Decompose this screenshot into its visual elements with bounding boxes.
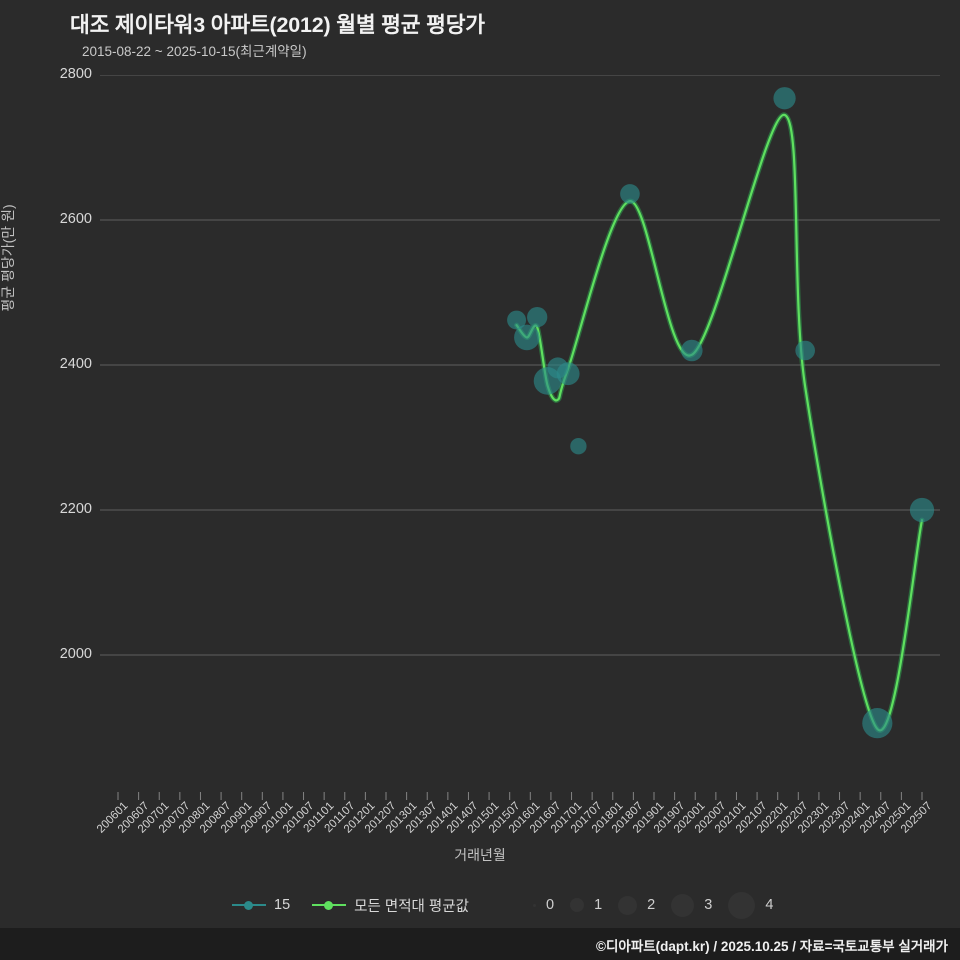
legend-size-entry: 3: [671, 893, 724, 917]
data-point-bubble[interactable]: [527, 307, 548, 328]
page-title: 대조 제이타워3 아파트(2012) 월별 평균 평당가: [70, 13, 485, 37]
y-tick-label: 2200: [59, 501, 92, 517]
y-tick-label: 2800: [59, 66, 92, 82]
y-tick-label: 2600: [59, 211, 92, 227]
data-point-bubble[interactable]: [570, 438, 587, 455]
legend-size-entry: 1: [570, 897, 614, 913]
data-point-bubble[interactable]: [556, 362, 580, 386]
legend-line-marker-icon: [312, 898, 347, 912]
y-axis-title: 평균 평당가(만 원): [0, 204, 16, 312]
legend-size-dot-icon: [570, 898, 585, 912]
legend-size-dot-icon: [671, 893, 695, 917]
data-point-bubble[interactable]: [862, 708, 893, 739]
legend-size-dot-icon: [728, 891, 756, 919]
y-tick-label: 2400: [59, 356, 92, 372]
footer-bar: ©디아파트(dapt.kr) / 2025.10.25 / 자료=국토교통부 실…: [0, 928, 960, 960]
series-line-average[interactable]: [515, 113, 924, 732]
legend-label: 모든 면적대 평균값: [354, 898, 469, 915]
legend-entry-series-15[interactable]: 15: [232, 897, 290, 913]
data-point-bubble[interactable]: [507, 310, 527, 330]
legend-size-dot-icon: [533, 903, 536, 907]
legend-size-entry: 2: [618, 895, 667, 915]
y-tick-label: 2000: [59, 646, 92, 662]
footer-credit: ©디아파트(dapt.kr) / 2025.10.25 / 자료=국토교통부 실…: [596, 939, 948, 954]
data-point-bubble[interactable]: [795, 340, 815, 361]
legend-size-entry: 4: [728, 891, 785, 919]
series-bubbles-15: [507, 87, 935, 739]
legend-size-group: 0 1 2 3 4: [533, 890, 789, 920]
data-point-bubble[interactable]: [514, 324, 540, 351]
chart-legend: 15 모든 면적대 평균값 0 1 2 3 4: [0, 890, 960, 922]
legend-size-dot-icon: [618, 895, 638, 915]
data-point-bubble[interactable]: [909, 497, 935, 523]
x-axis-title: 거래년월: [454, 847, 506, 863]
legend-size-label: 1: [594, 897, 603, 913]
chart-subtitle: 2015-08-22 ~ 2025-10-15(최근계약일): [82, 44, 307, 59]
legend-label: 15: [274, 897, 291, 913]
legend-line-marker-icon: [232, 898, 266, 912]
data-point-bubble[interactable]: [680, 339, 703, 362]
legend-entry-series-average[interactable]: 모든 면적대 평균값: [312, 895, 469, 916]
legend-size-label: 3: [704, 897, 713, 913]
data-point-bubble[interactable]: [773, 87, 796, 110]
legend-size-label: 2: [647, 897, 656, 913]
y-axis-tick-labels: 2000 2200 2400 2600 2800: [0, 66, 92, 675]
legend-size-label: 4: [765, 897, 774, 913]
series-line-halo: [514, 112, 925, 733]
legend-size-label: 0: [546, 897, 555, 913]
plot-area[interactable]: [100, 75, 940, 800]
data-point-bubble[interactable]: [620, 184, 640, 204]
legend-series-group: 15 모든 면적대 평균값: [232, 890, 491, 920]
legend-size-entry: 0: [533, 897, 566, 913]
